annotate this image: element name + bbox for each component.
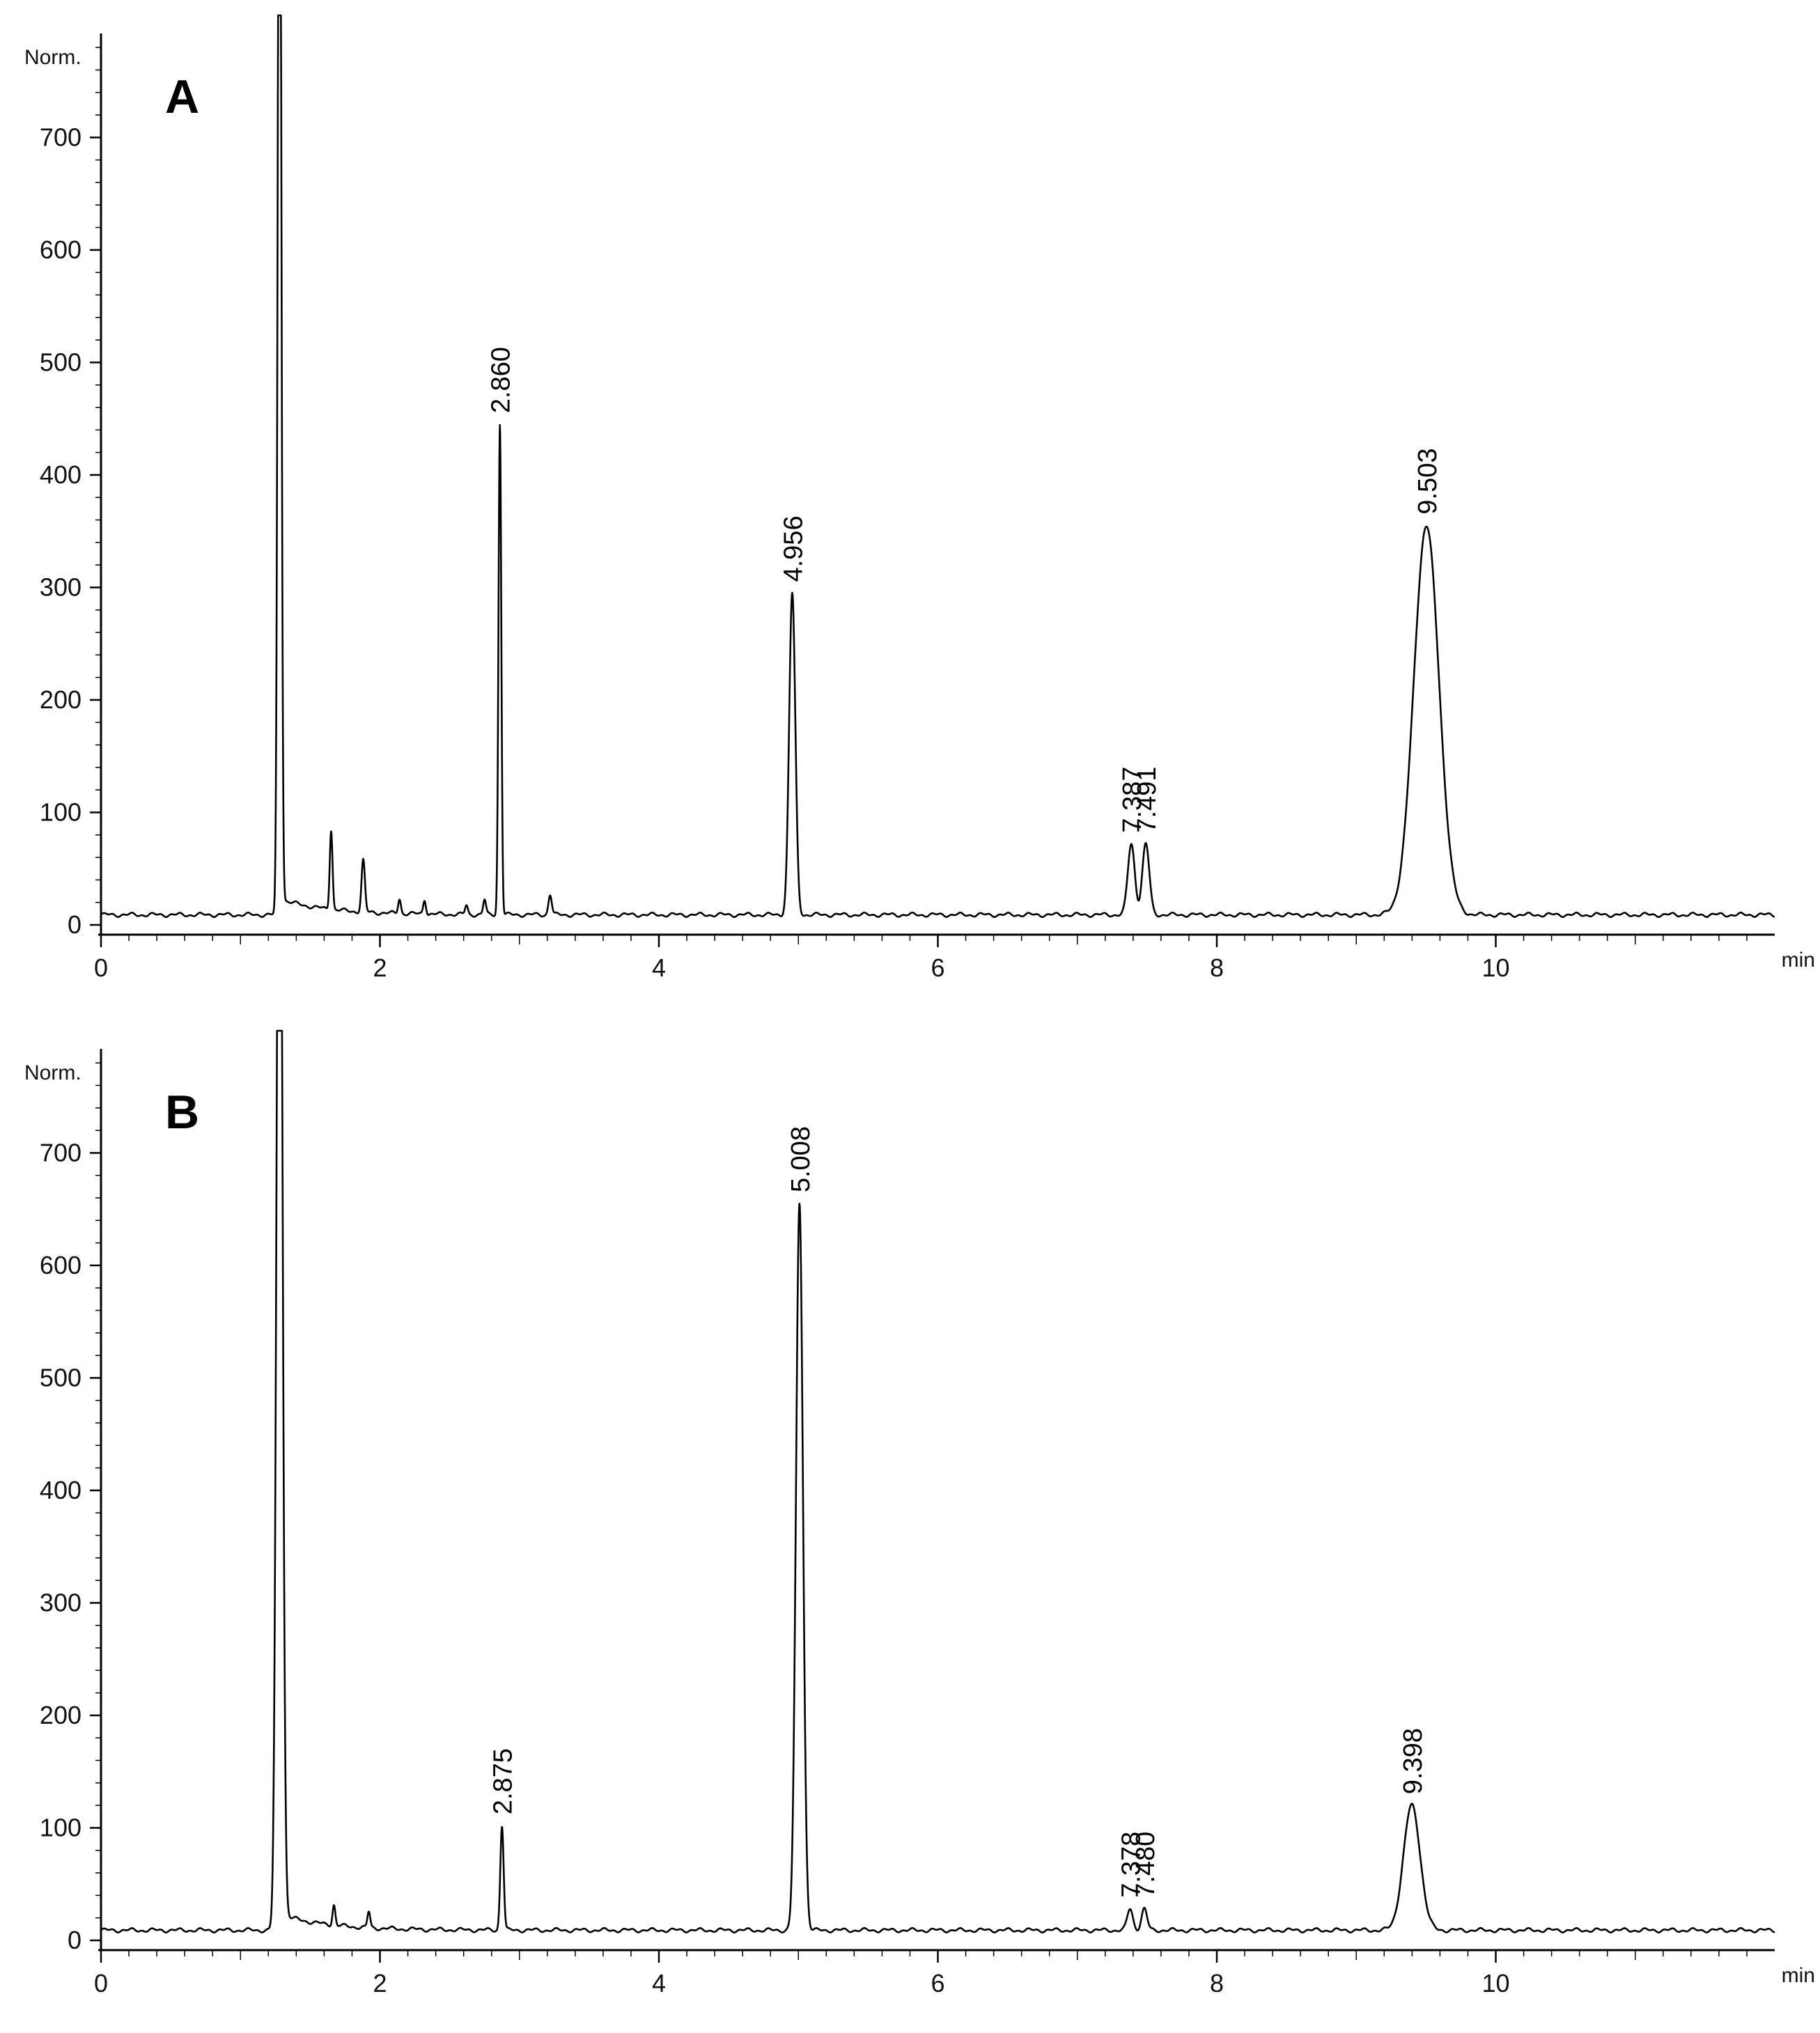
peak-retention-label: 9.503 — [1413, 449, 1442, 515]
x-axis-unit-label: min — [1782, 1964, 1815, 1987]
y-tick-label: 0 — [68, 910, 81, 939]
panel-letter: B — [165, 1086, 199, 1139]
y-axis-unit-label: Norm. — [24, 1061, 81, 1084]
y-tick-label: 200 — [40, 1701, 81, 1729]
x-tick-label: 10 — [1481, 1969, 1509, 1997]
peak-retention-label: 2.875 — [489, 1748, 518, 1814]
x-tick-label: 2 — [373, 953, 387, 982]
panel-letter: A — [165, 70, 199, 123]
y-tick-label: 500 — [40, 1363, 81, 1392]
y-tick-label: 300 — [40, 572, 81, 601]
y-tick-label: 700 — [40, 1138, 81, 1167]
y-tick-label: 0 — [68, 1926, 81, 1954]
y-tick-label: 300 — [40, 1588, 81, 1617]
y-tick-label: 200 — [40, 685, 81, 714]
x-axis-unit-label: min — [1782, 949, 1815, 972]
y-tick-label: 100 — [40, 797, 81, 826]
y-tick-label: 100 — [40, 1813, 81, 1841]
x-tick-label: 6 — [931, 1969, 944, 1997]
x-tick-label: 8 — [1210, 953, 1224, 982]
x-tick-label: 0 — [94, 1969, 108, 1997]
peak-retention-label: 7.480 — [1131, 1832, 1160, 1898]
x-tick-label: 2 — [373, 1969, 387, 1997]
x-tick-label: 6 — [931, 953, 944, 982]
y-axis-unit-label: Norm. — [24, 46, 81, 69]
x-tick-label: 4 — [652, 1969, 666, 1997]
y-tick-label: 700 — [40, 123, 81, 151]
x-tick-label: 8 — [1210, 1969, 1224, 1997]
y-tick-label: 400 — [40, 1476, 81, 1504]
x-tick-label: 0 — [94, 953, 108, 982]
x-tick-label: 10 — [1481, 953, 1509, 982]
peak-retention-label: 7.491 — [1133, 767, 1162, 833]
y-tick-label: 400 — [40, 460, 81, 489]
chromatogram-trace — [100, 14, 1775, 918]
y-tick-label: 600 — [40, 235, 81, 264]
peak-retention-label: 7.387 — [1118, 767, 1147, 833]
peak-retention-label: 2.860 — [487, 347, 516, 413]
chromatogram-trace — [100, 1029, 1775, 1933]
peak-retention-label: 4.956 — [779, 515, 808, 582]
y-tick-label: 600 — [40, 1251, 81, 1279]
peak-retention-label: 7.378 — [1117, 1832, 1146, 1898]
peak-retention-label: 9.398 — [1399, 1728, 1428, 1794]
y-tick-label: 500 — [40, 348, 81, 376]
x-tick-label: 4 — [652, 953, 666, 982]
peak-retention-label: 5.008 — [786, 1126, 816, 1192]
